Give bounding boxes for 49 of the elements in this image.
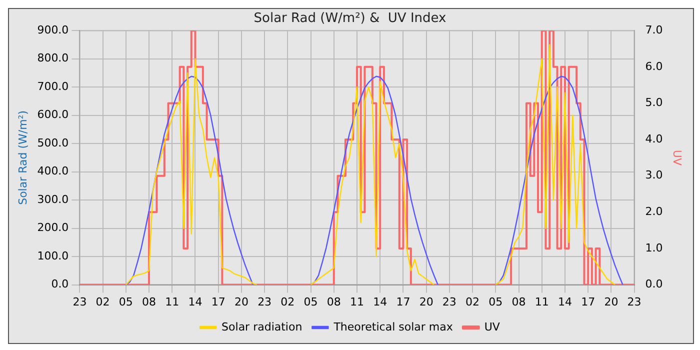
x-tick-label: 23 (258, 295, 272, 308)
x-tick-label: 20 (604, 295, 618, 308)
x-tick-label: 11 (165, 295, 180, 308)
x-tick-label: 20 (419, 295, 434, 308)
x-tick-label: 02 (280, 295, 295, 308)
x-tick-label: 02 (96, 295, 110, 308)
y-tick-label: 800.0 (37, 52, 69, 65)
y-tick-label: 300.0 (37, 192, 69, 206)
y2-tick-label: 1.0 (645, 241, 663, 254)
y2-tick-label: 2.0 (645, 205, 663, 218)
y-tick-label: 900.0 (37, 23, 69, 36)
x-tick-label: 08 (512, 295, 526, 308)
y2-tick-label: 5.0 (645, 96, 663, 110)
y-axis-title: Solar Rad (W/m²) (16, 110, 30, 205)
y-tick-label: 200.0 (37, 221, 69, 234)
x-tick-label: 17 (211, 295, 226, 308)
y2-tick-label: 7.0 (645, 23, 663, 36)
legend-label: Theoretical solar max (332, 320, 454, 334)
y-tick-label: 0.0 (51, 278, 69, 291)
x-tick-label: 14 (373, 295, 388, 308)
legend-label: Solar radiation (222, 320, 302, 334)
y2-axis-title: UV (670, 150, 684, 166)
y2-tick-label: 0.0 (645, 278, 663, 291)
x-tick-label: 23 (442, 295, 456, 308)
x-tick-label: 20 (234, 295, 248, 308)
y-tick-label: 400.0 (37, 164, 69, 178)
y-tick-label: 500.0 (37, 136, 69, 150)
x-tick-label: 14 (558, 295, 572, 308)
x-tick-label: 11 (350, 295, 364, 308)
y-tick-label: 100.0 (37, 249, 69, 262)
x-tick-label: 23 (627, 295, 642, 308)
x-tick-label: 17 (396, 295, 410, 308)
y-tick-label: 700.0 (37, 80, 69, 93)
x-tick-label: 05 (304, 295, 318, 308)
x-tick-label: 08 (142, 295, 156, 308)
x-tick-label: 11 (534, 295, 549, 308)
x-tick-label: 05 (488, 295, 503, 308)
legend-label: UV (484, 320, 500, 334)
y2-tick-label: 6.0 (645, 60, 663, 73)
y2-tick-label: 3.0 (645, 168, 663, 182)
x-tick-label: 05 (118, 295, 133, 308)
x-tick-label: 17 (581, 295, 596, 308)
x-tick-label: 23 (72, 295, 87, 308)
chart-title: Solar Rad (W/m²) & UV Index (254, 11, 447, 26)
y-tick-label: 600.0 (37, 108, 69, 122)
x-tick-label: 08 (326, 295, 341, 308)
y2-tick-label: 4.0 (645, 132, 663, 146)
x-tick-label: 02 (466, 295, 480, 308)
x-tick-label: 14 (188, 295, 202, 308)
